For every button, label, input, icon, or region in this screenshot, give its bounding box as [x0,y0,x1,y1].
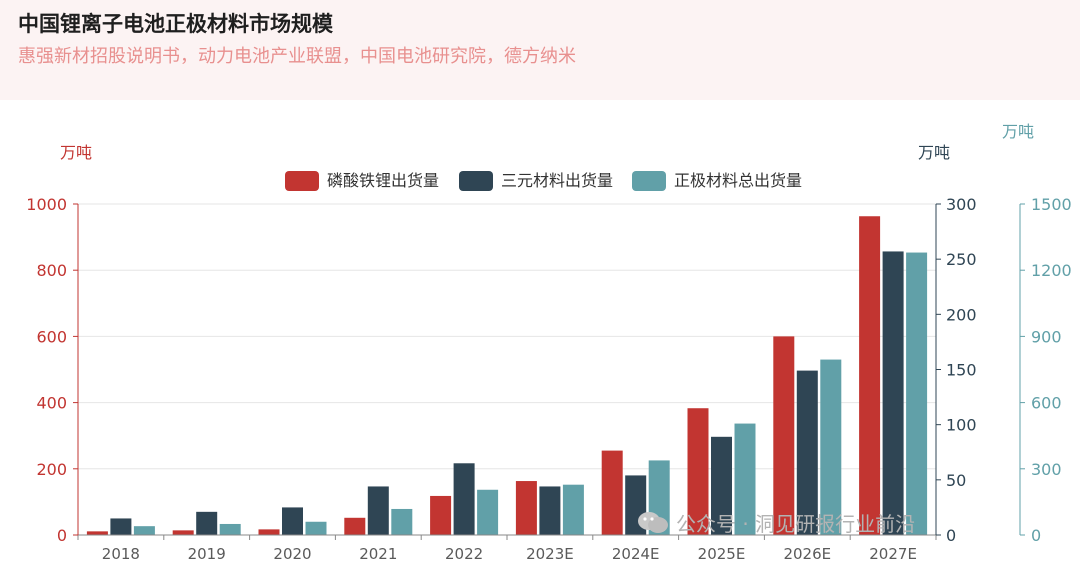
bar-ternary [711,436,732,535]
bar-ternary [539,486,561,535]
x-tick-label: 2019 [188,545,226,563]
bar-lfp [859,216,881,535]
right-1-tick-label: 50 [946,471,966,490]
bar-total [477,489,499,535]
left-tick-label: 400 [36,394,67,413]
right-1-tick-label: 300 [946,195,977,214]
source-subtitle: 惠强新材招股说明书，动力电池产业联盟，中国电池研究院，德方纳米 [18,46,576,67]
legend-label: 磷酸铁锂出货量 [327,171,439,190]
bar-total [906,252,928,535]
bar-series [86,216,928,535]
page-title: 中国锂离子电池正极材料市场规模 [18,12,333,36]
legend-swatch [459,171,493,191]
bar-ternary [367,486,389,535]
watermark-text: 公众号 · 洞见研报行业前沿 [676,511,916,536]
x-tick-label: 2026E [783,545,831,563]
wechat-icon [638,512,668,533]
x-tick-label: 2027E [869,545,917,563]
x-tick-label: 2023E [526,545,574,563]
legend-swatch [632,171,666,191]
right-1-tick-label: 200 [946,305,977,324]
x-tick-label: 2024E [612,545,660,563]
left-tick-label: 1000 [26,195,67,214]
left-axis-unit: 万吨 [60,143,92,162]
bar-ternary [796,370,818,535]
bar-ternary [196,511,218,535]
bar-lfp [344,517,366,535]
watermark: 公众号 · 洞见研报行业前沿 [636,507,915,537]
left-tick-label: 200 [36,460,67,479]
bar-ternary [110,518,132,535]
right-2-tick-label: 300 [1031,460,1062,479]
right-1-tick-label: 250 [946,250,977,269]
bar-ternary [453,463,475,535]
x-tick-label: 2018 [102,545,140,563]
bar-lfp [86,531,108,535]
bar-lfp [430,495,452,535]
right-1-tick-label: 0 [946,526,956,545]
right-axis-2-unit: 万吨 [1002,122,1034,141]
bar-lfp [687,408,709,535]
right-1-tick-label: 150 [946,361,977,380]
bar-lfp [601,450,623,535]
legend-label: 正极材料总出货量 [674,171,802,190]
bar-total [219,523,241,535]
right-2-tick-label: 0 [1031,526,1041,545]
bar-lfp [773,336,795,535]
right-axis-1-unit: 万吨 [918,143,950,162]
bar-total [734,423,756,535]
bar-lfp [515,481,537,535]
bar-ternary [282,507,303,535]
axes: 2018 2019 2020 2021 2022 2023E 2024E 2025E 2026E… [26,122,1071,563]
bar-chart: 2018 2019 2020 2021 2022 2023E 2024E 2025E 2026E… [26,122,1071,563]
right-2-tick-label: 1500 [1031,195,1072,214]
left-tick-label: 600 [36,327,67,346]
header-banner: 中国锂离子电池正极材料市场规模 惠强新材招股说明书，动力电池产业联盟，中国电池研… [0,0,1080,100]
right-2-tick-label: 1200 [1031,261,1072,280]
bar-total [133,526,155,535]
x-tick-label: 2020 [273,545,311,563]
left-tick-label: 800 [36,261,67,280]
x-tick-label: 2022 [445,545,483,563]
bar-ternary [882,251,904,535]
right-1-tick-label: 100 [946,416,977,435]
bar-lfp [258,529,280,535]
x-tick-label: 2021 [359,545,397,563]
x-tick-label: 2025E [698,545,746,563]
bar-total [391,508,413,535]
bar-total [562,484,584,535]
bar-total [305,521,327,535]
legend-swatch [285,171,319,191]
left-tick-label: 0 [57,526,67,545]
right-2-tick-label: 600 [1031,394,1062,413]
right-2-tick-label: 900 [1031,327,1062,346]
bar-lfp [172,530,194,535]
legend: 磷酸铁锂出货量 三元材料出货量 正极材料总出货量 [285,171,802,191]
bar-total [820,359,842,535]
legend-label: 三元材料出货量 [501,171,613,190]
